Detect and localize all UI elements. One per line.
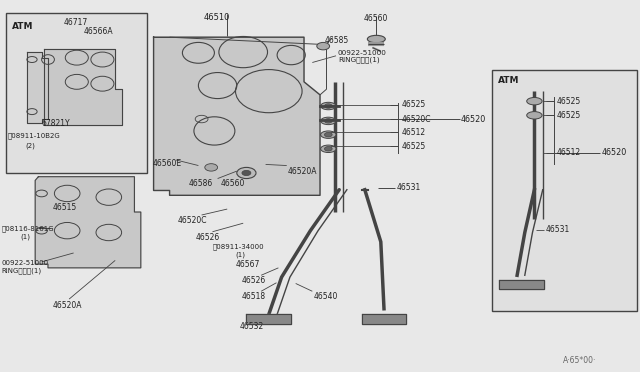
Ellipse shape xyxy=(321,145,336,153)
Ellipse shape xyxy=(324,132,332,137)
Polygon shape xyxy=(362,314,406,324)
Text: 00922-51000: 00922-51000 xyxy=(338,50,387,56)
Ellipse shape xyxy=(321,131,336,138)
Text: ⓝ08911-34000: ⓝ08911-34000 xyxy=(212,244,264,250)
Text: 46512: 46512 xyxy=(401,128,426,137)
Bar xyxy=(6,13,147,173)
Text: 67821Y: 67821Y xyxy=(42,119,70,128)
Polygon shape xyxy=(154,37,320,195)
Text: 46512: 46512 xyxy=(557,148,581,157)
Text: 46520: 46520 xyxy=(602,148,627,157)
Text: 46531: 46531 xyxy=(545,225,570,234)
Text: Ⓑ08116-8161G: Ⓑ08116-8161G xyxy=(1,226,54,232)
Text: 46520C: 46520C xyxy=(401,115,431,124)
Text: 46540: 46540 xyxy=(314,292,338,301)
Text: ⓝ08911-10B2G: ⓝ08911-10B2G xyxy=(8,132,60,139)
Text: 46560: 46560 xyxy=(221,179,245,187)
Bar xyxy=(492,70,637,311)
Text: 46525: 46525 xyxy=(401,100,426,109)
Text: A·65*00·: A·65*00· xyxy=(563,356,596,365)
Polygon shape xyxy=(246,314,291,324)
Ellipse shape xyxy=(317,42,330,50)
Text: 46525: 46525 xyxy=(401,142,426,151)
Text: 46526: 46526 xyxy=(242,276,266,285)
Text: 46717: 46717 xyxy=(64,18,88,27)
Ellipse shape xyxy=(324,119,332,123)
Polygon shape xyxy=(27,52,48,123)
Text: 46586: 46586 xyxy=(189,179,213,187)
Text: ATM: ATM xyxy=(12,22,33,31)
Ellipse shape xyxy=(205,164,218,171)
Ellipse shape xyxy=(321,117,336,125)
Text: 46525: 46525 xyxy=(557,111,581,120)
Text: 46567: 46567 xyxy=(236,260,260,269)
Text: RINGリング(1): RINGリング(1) xyxy=(338,56,380,63)
Text: (1): (1) xyxy=(20,234,31,240)
Text: 46532: 46532 xyxy=(240,322,264,331)
Text: (2): (2) xyxy=(26,142,35,148)
Text: 00922-51000: 00922-51000 xyxy=(1,260,49,266)
Polygon shape xyxy=(35,177,141,268)
Text: 46518: 46518 xyxy=(242,292,266,301)
Text: 46520A: 46520A xyxy=(52,301,82,310)
Ellipse shape xyxy=(237,167,256,179)
Text: 46526: 46526 xyxy=(195,232,220,241)
Ellipse shape xyxy=(324,147,332,151)
Text: 46520: 46520 xyxy=(461,115,486,124)
Text: 46560E: 46560E xyxy=(152,159,182,168)
Text: 46520C: 46520C xyxy=(178,216,207,225)
Polygon shape xyxy=(499,280,544,289)
Text: 46510: 46510 xyxy=(204,13,230,22)
Ellipse shape xyxy=(242,170,251,176)
Text: 46515: 46515 xyxy=(52,203,77,212)
Ellipse shape xyxy=(321,102,336,110)
Ellipse shape xyxy=(324,104,332,108)
Text: 46531: 46531 xyxy=(397,183,421,192)
Text: 46585: 46585 xyxy=(325,36,349,45)
Text: 46566A: 46566A xyxy=(83,27,113,36)
Text: 46525: 46525 xyxy=(557,97,581,106)
Text: (1): (1) xyxy=(236,251,246,257)
Text: 46560: 46560 xyxy=(364,14,388,23)
Polygon shape xyxy=(44,49,122,125)
Text: RINGリング(1): RINGリング(1) xyxy=(1,267,42,274)
Ellipse shape xyxy=(367,35,385,43)
Text: ATM: ATM xyxy=(498,76,520,85)
Ellipse shape xyxy=(527,112,542,119)
Text: 46520A: 46520A xyxy=(288,167,317,176)
Ellipse shape xyxy=(527,97,542,105)
